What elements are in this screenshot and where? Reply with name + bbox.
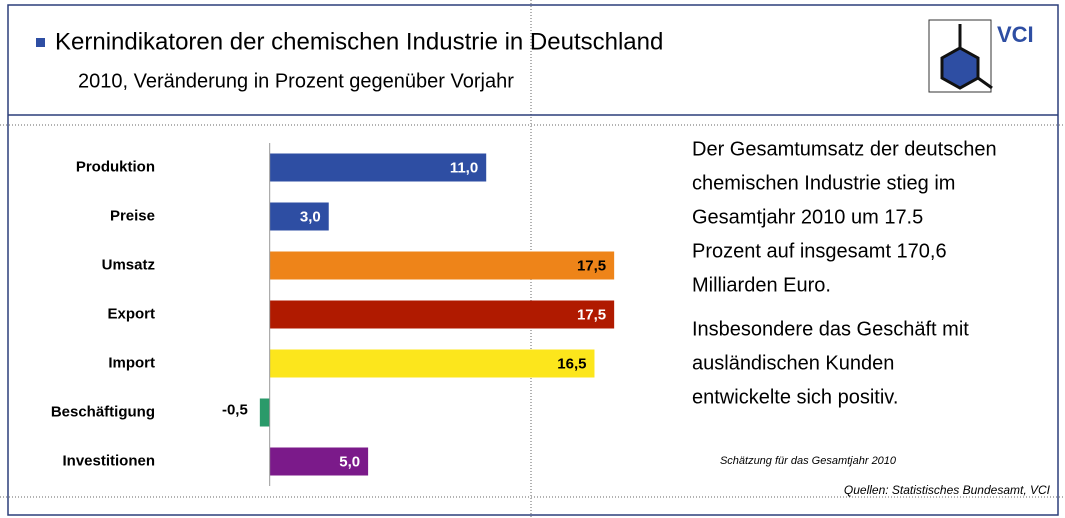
note: Schätzung für das Gesamtjahr 2010	[720, 455, 897, 467]
value-label: 17,5	[577, 257, 606, 274]
value-label: 16,5	[557, 355, 586, 372]
value-label: 17,5	[577, 306, 606, 323]
bar	[269, 202, 329, 231]
bar	[269, 251, 615, 280]
logo-hex	[940, 46, 980, 90]
frame	[7, 4, 1059, 516]
bar	[269, 349, 595, 378]
category-label: Beschäftigung	[51, 403, 155, 420]
paragraph-line: Milliarden Euro.	[692, 274, 831, 296]
bar	[269, 153, 487, 182]
source: Quellen: Statistisches Bundesamt, VCI	[844, 483, 1051, 497]
logo: VCI	[928, 19, 1034, 93]
category-label: Preise	[110, 207, 155, 224]
paragraph-line: Gesamtjahr 2010 um 17.5	[692, 206, 923, 228]
bar	[259, 398, 270, 427]
category-label: Investitionen	[62, 452, 155, 469]
value-label: -0,5	[222, 401, 248, 418]
value-label: 3,0	[300, 208, 321, 225]
paragraph-line: Insbesondere das Geschäft mit	[692, 318, 969, 340]
bar	[269, 447, 369, 476]
category-label: Umsatz	[102, 256, 155, 273]
bar	[269, 300, 615, 329]
paragraph-line: Prozent auf insgesamt 170,6	[692, 240, 947, 262]
title: Kernindikatoren der chemischen Industrie…	[55, 28, 663, 55]
category-label: Export	[107, 305, 155, 322]
paragraph-line: Der Gesamtumsatz der deutschen	[692, 138, 997, 160]
logo-text: VCI	[997, 22, 1034, 47]
value-label: 5,0	[339, 453, 360, 470]
subtitle: 2010, Veränderung in Prozent gegenüber V…	[78, 70, 514, 92]
paragraph-line: entwickelte sich positiv.	[692, 386, 898, 408]
value-label: 11,0	[450, 159, 478, 176]
paragraph-line: ausländischen Kunden	[692, 352, 894, 374]
category-label: Import	[108, 354, 155, 371]
paragraph-line: chemischen Industrie stieg im	[692, 172, 955, 194]
logo-line	[977, 76, 993, 90]
bullet	[36, 38, 45, 47]
category-label: Produktion	[76, 158, 155, 175]
